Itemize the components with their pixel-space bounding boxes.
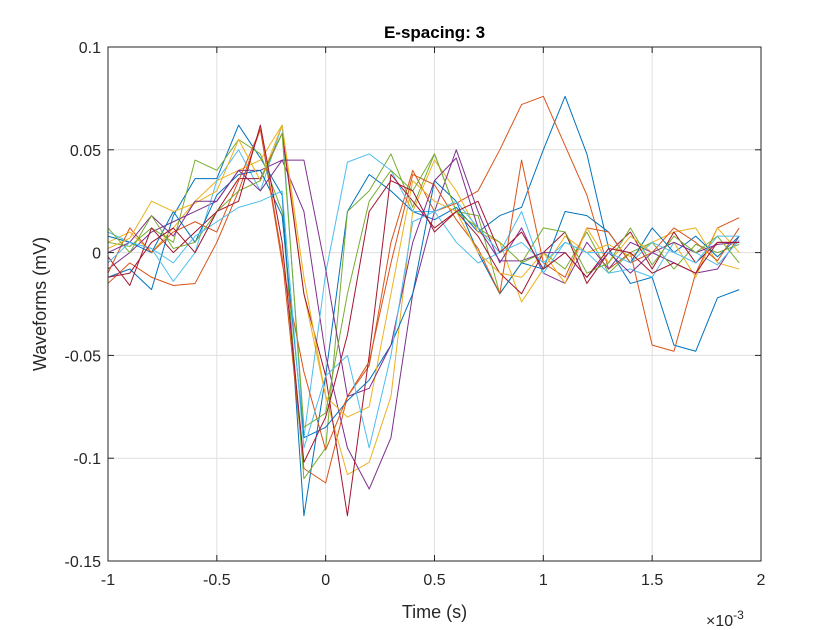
series-line-3 (107, 124, 740, 476)
series-line-13 (107, 190, 740, 449)
series-line-7 (107, 132, 740, 517)
y-axis-label: Waveforms (mV) (30, 237, 50, 371)
x-axis-label: Time (s) (402, 602, 467, 622)
x-tick-label: 0 (321, 572, 330, 589)
series-line-5 (107, 139, 740, 480)
x-tick-label: -0.5 (203, 572, 231, 589)
series-line-14 (107, 124, 740, 463)
axis-ticks (107, 46, 762, 562)
series-line-10 (107, 124, 740, 418)
series-line-8 (107, 169, 740, 439)
series-line-9 (107, 128, 740, 451)
series-line-2 (107, 95, 740, 484)
grid (107, 46, 762, 562)
x-axis-exponent: ×10-3 (706, 608, 744, 630)
x-tick-label: 1 (539, 572, 548, 589)
x-exponent-base: ×10 (706, 613, 733, 630)
x-tick-label: -1 (101, 572, 115, 589)
y-tick-label: 0 (92, 246, 101, 263)
x-tick-label: 0.5 (423, 572, 445, 589)
y-tick-label: -0.05 (65, 348, 102, 365)
series-lines (107, 95, 740, 517)
series-line-4 (107, 149, 740, 490)
x-tick-label: 2 (757, 572, 766, 589)
y-tick-label: 0.1 (79, 40, 101, 57)
series-line-1 (107, 95, 740, 517)
series-line-12 (107, 132, 740, 428)
y-tick-label: -0.1 (73, 451, 101, 468)
x-tick-label: 1.5 (641, 572, 663, 589)
y-tick-label: -0.15 (65, 554, 102, 571)
x-exponent-power: -3 (733, 608, 744, 622)
y-tick-label: 0.05 (70, 143, 101, 160)
chart-title: E-spacing: 3 (384, 23, 485, 42)
